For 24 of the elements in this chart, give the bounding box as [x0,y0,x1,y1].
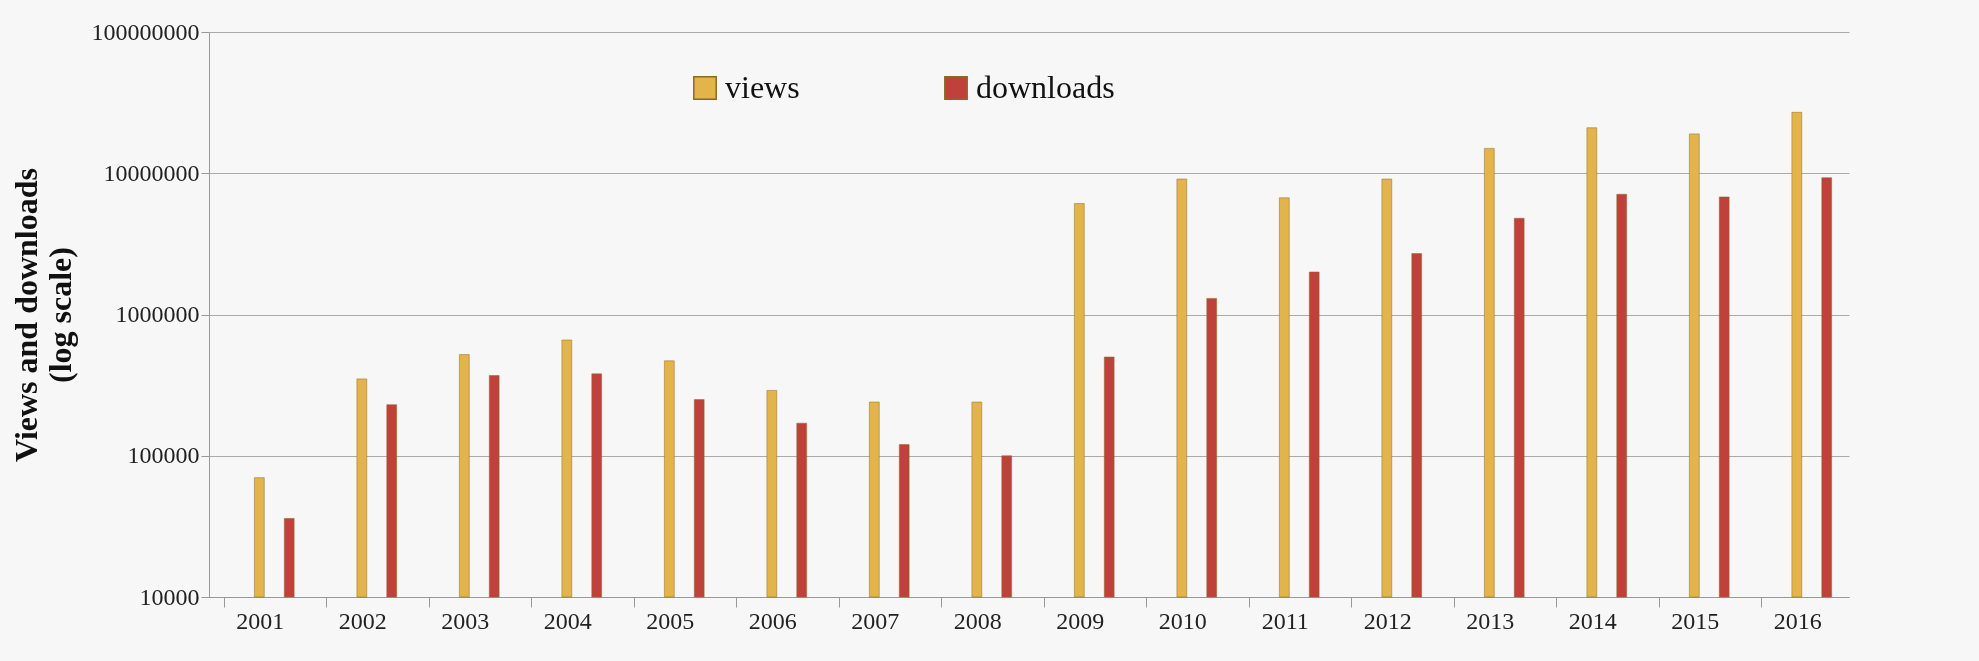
y-tick-label: 10000 [139,583,200,610]
x-tick-label: 2006 [748,607,797,634]
y-axis-title: Views and downloads (log scale) [7,167,78,463]
legend-label: downloads [976,69,1115,105]
y-tick-label: 1000000 [115,301,200,327]
y-tick-label: 100000 [127,442,200,469]
x-tick-label: 2008 [953,607,1002,634]
x-tick-label: 2009 [1056,607,1105,634]
x-tick-label: 2001 [236,607,285,634]
x-tick-label: 2003 [441,607,490,634]
x-tick-label: 2004 [543,607,592,634]
x-tick-label: 2015 [1671,607,1720,634]
legend-label: views [725,69,800,105]
x-tick-label: 2012 [1363,607,1412,634]
y-tick-label: 100000000 [91,18,200,45]
y-tick-label: 10000000 [103,159,200,186]
x-tick-label: 2007 [851,607,900,634]
x-tick-label: 2016 [1773,607,1822,634]
x-tick-label: 2014 [1568,607,1617,634]
x-tick-label: 2010 [1158,607,1207,634]
x-tick-label: 2011 [1261,607,1309,634]
x-tick-label: 2013 [1466,607,1515,634]
x-tick-label: 2002 [338,607,387,634]
x-tick-label: 2005 [646,607,695,634]
